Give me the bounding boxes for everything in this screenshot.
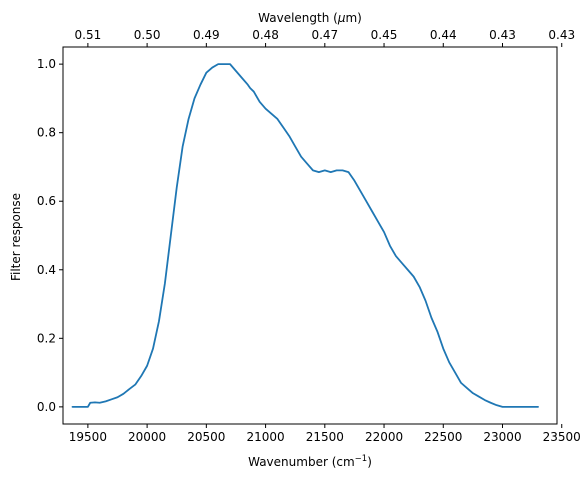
plot-frame [62,46,558,425]
x-tick-label: 23000 [483,430,521,444]
top-tick-label: 0.49 [193,28,220,42]
y-tick-label: 0.8 [37,126,56,140]
top-x-axis-ticks: 0.51 0.50 0.49 0.48 0.47 0.45 0.44 0.43 0.43 [75,28,575,47]
y-axis-ticks: 0.0 0.2 0.4 0.6 0.8 1.0 [37,57,63,414]
x-tick-label: 22500 [424,430,462,444]
filter-response-line [71,63,539,408]
bottom-x-axis-ticks: 19500 20000 20500 21000 21500 22000 22500 23000… [69,424,581,444]
y-tick-label: 0.6 [37,194,56,208]
top-tick-label: 0.45 [371,28,398,42]
top-tick-label: 0.43 [489,28,516,42]
y-axis-label: Filter response [9,193,23,281]
top-tick-label: 0.47 [311,28,338,42]
y-tick-label: 1.0 [37,57,56,71]
x-tick-label: 19500 [69,430,107,444]
top-x-axis-label: Wavelength (μm) [258,11,362,25]
y-tick-label: 0.4 [37,263,56,277]
x-tick-label: 23500 [543,430,581,444]
x-tick-label: 22000 [365,430,403,444]
x-tick-label: 20000 [128,430,166,444]
x-axis-label: Wavenumber (cm−1) [248,454,372,469]
y-tick-label: 0.0 [37,400,56,414]
top-tick-label: 0.51 [75,28,102,42]
x-tick-label: 21500 [306,430,344,444]
top-tick-label: 0.50 [134,28,161,42]
y-tick-label: 0.2 [37,331,56,345]
top-tick-label: 0.43 [548,28,575,42]
top-tick-label: 0.48 [252,28,279,42]
x-tick-label: 21000 [246,430,284,444]
x-tick-label: 20500 [187,430,225,444]
top-tick-label: 0.44 [430,28,457,42]
